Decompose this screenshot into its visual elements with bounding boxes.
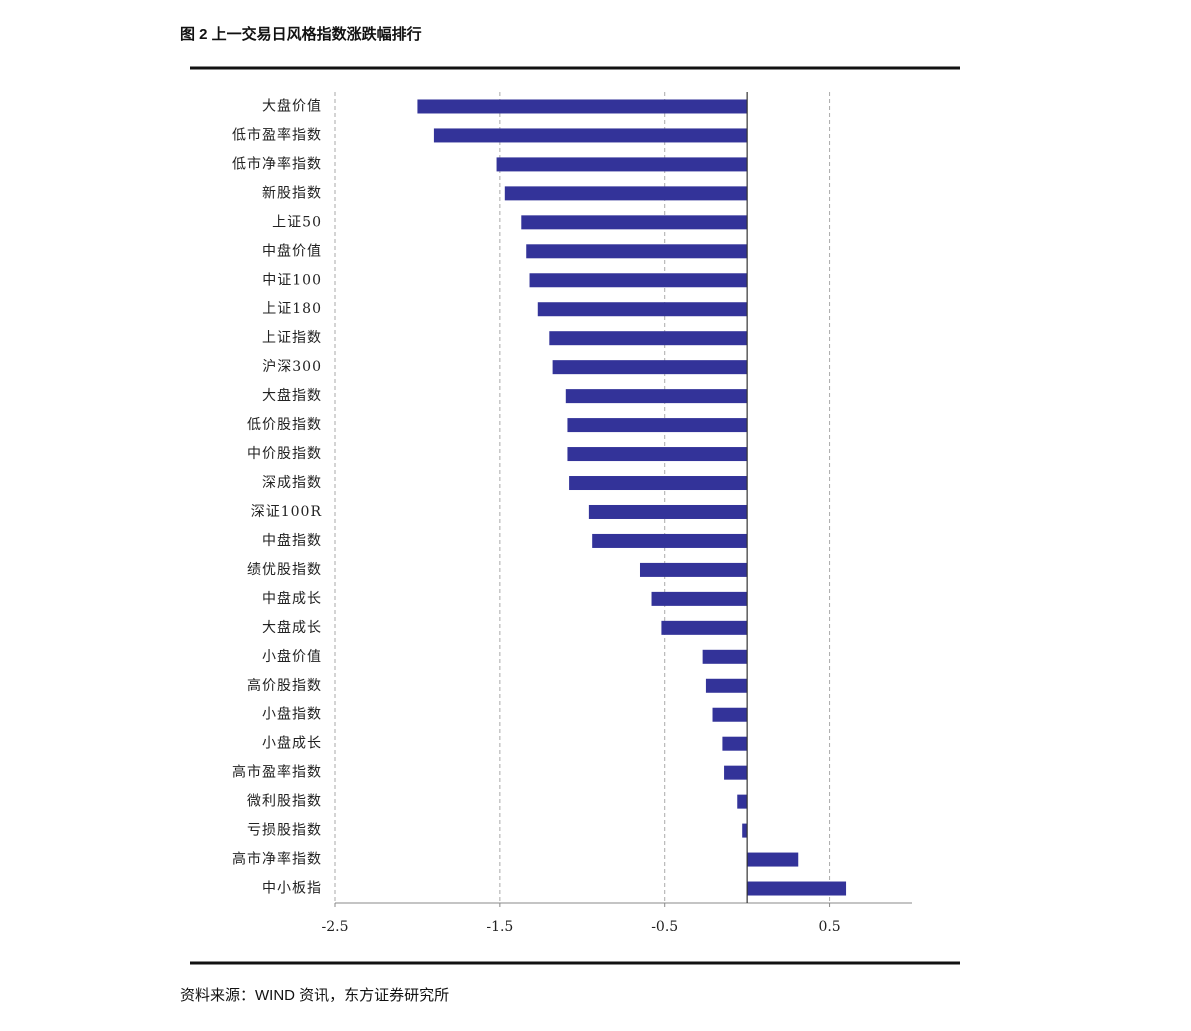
y-tick-label: 大盘成长 xyxy=(262,619,322,636)
bar xyxy=(549,331,748,346)
bar xyxy=(567,447,748,462)
bar xyxy=(588,504,748,519)
bar xyxy=(569,476,748,491)
bar xyxy=(737,794,748,809)
y-tick-label: 新股指数 xyxy=(262,185,322,201)
bar xyxy=(565,389,748,404)
bar xyxy=(747,881,847,896)
y-tick-label: 深证100R xyxy=(251,504,322,520)
y-tick-label: 低市净率指数 xyxy=(232,155,322,172)
bar xyxy=(529,273,748,288)
bar xyxy=(526,244,748,259)
y-tick-label: 沪深300 xyxy=(262,359,322,375)
y-tick-label: 小盘价值 xyxy=(262,648,322,665)
y-tick-label: 上证指数 xyxy=(262,330,322,346)
y-tick-label: 中小板指 xyxy=(262,881,322,897)
bar xyxy=(537,302,748,317)
y-tick-label: 低市盈率指数 xyxy=(232,126,322,143)
y-tick-label: 中盘指数 xyxy=(262,532,322,549)
bar xyxy=(552,360,748,375)
x-tick-label: 0.5 xyxy=(818,919,840,935)
bar xyxy=(722,736,748,751)
bar xyxy=(651,591,748,606)
bar xyxy=(567,418,748,433)
bar xyxy=(712,707,748,722)
y-tick-label: 亏损股指数 xyxy=(247,823,322,839)
bar xyxy=(592,533,748,548)
bar xyxy=(496,157,748,172)
y-tick-label: 低价股指数 xyxy=(247,417,322,433)
bar xyxy=(521,215,748,230)
y-tick-label: 绩优股指数 xyxy=(247,562,322,578)
bar xyxy=(747,852,799,867)
y-tick-label: 上证50 xyxy=(272,214,322,230)
y-tick-label: 中盘价值 xyxy=(262,242,322,259)
y-tick-label: 中盘成长 xyxy=(262,590,322,607)
chart-title: 图 2 上一交易日风格指数涨跌幅排行 xyxy=(180,25,422,43)
y-tick-label: 高市净率指数 xyxy=(232,851,322,868)
y-tick-label: 高市盈率指数 xyxy=(232,764,322,781)
y-tick-label: 中证100 xyxy=(262,272,322,288)
bar xyxy=(417,99,748,114)
bar xyxy=(661,620,748,635)
bar xyxy=(742,823,748,838)
x-tick-label: -1.5 xyxy=(486,919,513,935)
bar xyxy=(705,678,748,693)
x-tick-label: -2.5 xyxy=(322,919,349,935)
bar xyxy=(702,649,748,664)
y-tick-label: 高价股指数 xyxy=(247,677,322,694)
y-tick-label: 微利股指数 xyxy=(247,794,322,810)
bar xyxy=(504,186,748,201)
y-tick-label: 小盘成长 xyxy=(262,735,322,752)
y-tick-label: 大盘价值 xyxy=(262,97,322,114)
y-tick-label: 大盘指数 xyxy=(262,387,322,404)
y-tick-label: 小盘指数 xyxy=(262,706,322,723)
y-tick-label: 深成指数 xyxy=(262,475,322,491)
y-tick-label: 上证180 xyxy=(262,301,322,317)
y-tick-label: 中价股指数 xyxy=(247,446,322,462)
x-tick-label: -0.5 xyxy=(651,919,678,935)
bar xyxy=(433,128,748,143)
source-note: 资料来源：WIND 资讯，东方证券研究所 xyxy=(180,987,449,1004)
bar xyxy=(724,765,748,780)
bar xyxy=(639,562,748,577)
